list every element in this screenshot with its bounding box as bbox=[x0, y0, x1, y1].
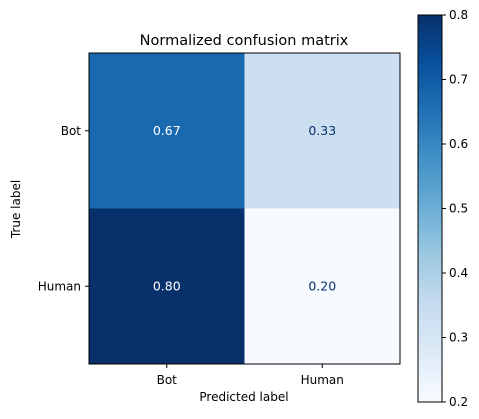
matrix-cell bbox=[89, 53, 245, 209]
y-axis-label: True label bbox=[9, 180, 23, 239]
colorbar-ticks: 0.2 0.3 0.4 0.5 0.6 0.7 0.8 bbox=[442, 8, 468, 409]
x-tick-label: Human bbox=[301, 373, 344, 387]
colorbar bbox=[417, 14, 443, 403]
matrix-cells bbox=[89, 53, 400, 364]
matrix-frame bbox=[88, 52, 401, 365]
cell-value-label: 0.33 bbox=[308, 123, 336, 138]
colorbar-tick-label: 0.5 bbox=[449, 202, 468, 216]
colorbar-tick-label: 0.8 bbox=[449, 8, 468, 22]
colorbar-tick-label: 0.2 bbox=[449, 395, 468, 409]
y-tick-label: Human bbox=[38, 279, 81, 293]
colorbar-tick-label: 0.7 bbox=[449, 73, 468, 87]
chart-title: Normalized confusion matrix bbox=[140, 33, 349, 49]
y-tick-label: Bot bbox=[61, 124, 82, 138]
matrix-cell bbox=[244, 53, 400, 209]
cell-value-label: 0.80 bbox=[153, 278, 181, 293]
colorbar-tick-label: 0.3 bbox=[449, 331, 468, 345]
colorbar-tick-label: 0.4 bbox=[449, 266, 468, 280]
cell-value-label: 0.20 bbox=[308, 278, 336, 293]
x-axis-label: Predicted label bbox=[199, 390, 288, 404]
y-axis-ticks: Bot Human bbox=[38, 124, 89, 293]
x-tick-label: Bot bbox=[157, 373, 178, 387]
cell-value-label: 0.67 bbox=[153, 123, 181, 138]
matrix-cell bbox=[89, 208, 245, 364]
x-axis-ticks: Bot Human bbox=[157, 364, 344, 387]
matrix-cell bbox=[244, 208, 400, 364]
matrix-value-labels: 0.67 0.33 0.80 0.20 bbox=[153, 123, 336, 294]
colorbar-tick-label: 0.6 bbox=[449, 137, 468, 151]
